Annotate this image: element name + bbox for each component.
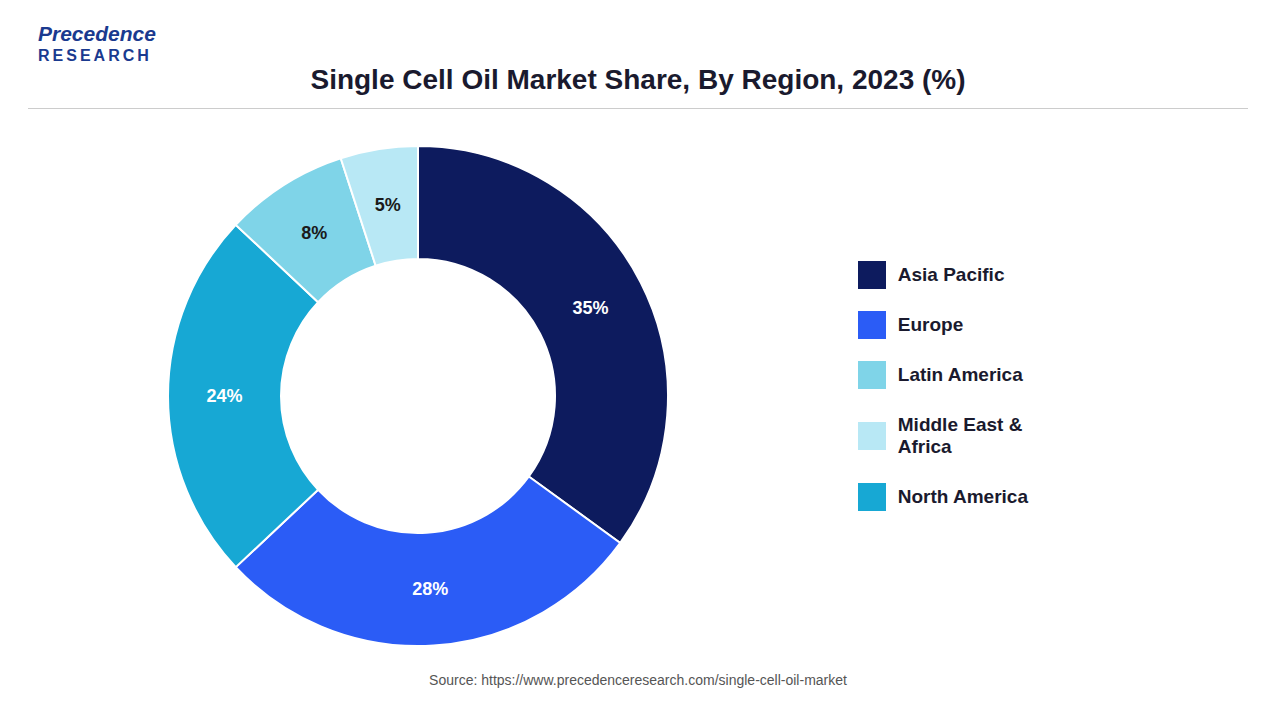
html-text:Asia Pacific: Asia Pacific (897, 264, 1005, 285)
html-text:RESEARCH: RESEARCH (38, 47, 152, 64)
html-text:Middle East & Africa: Middle East & Africa (897, 414, 1023, 457)
svg-text:35%: 35% (572, 298, 608, 318)
svg-text:8%: 8% (301, 223, 327, 243)
html-text:Europe: Europe (897, 314, 964, 335)
svg-text:24%: 24% (206, 386, 242, 406)
html-text:Single Cell Oil Market Share,: Single Cell Oil Market Share, By Region,… (310, 64, 966, 95)
html-text:Source: https://www.precedence: Source: https://www.precedenceresearch.c… (429, 672, 847, 688)
html-text:Precedence: Precedence (38, 22, 156, 45)
html-text:North America: North America (897, 486, 1028, 507)
svg-text:28%: 28% (412, 579, 448, 599)
html-text:Latin America: Latin America (897, 364, 1023, 385)
svg-text:5%: 5% (375, 195, 401, 215)
